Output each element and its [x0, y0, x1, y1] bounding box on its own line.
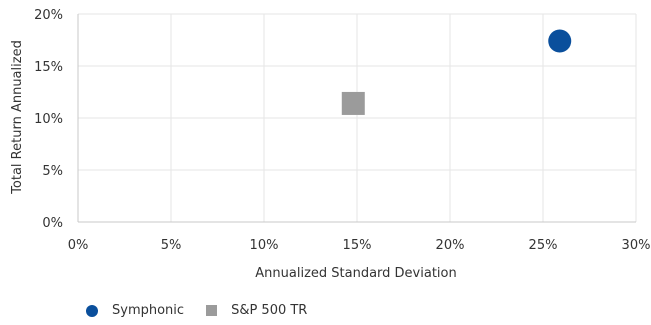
x-tick-label: 20% [436, 238, 465, 253]
x-tick-label: 15% [343, 238, 372, 253]
y-tick-label: 0% [42, 216, 63, 231]
data-point-sp500 [341, 91, 365, 115]
y-tick-label: 5% [42, 164, 63, 179]
y-tick-label: 10% [34, 112, 63, 127]
data-points [341, 29, 572, 115]
x-tick-labels: 0% 5% 10% 15% 20% 25% 30% [68, 238, 651, 253]
grid-lines [78, 13, 637, 222]
legend-circle-icon [86, 304, 98, 317]
axes [77, 14, 636, 223]
legend-label-sp500: S&P 500 TR [231, 303, 308, 318]
y-axis-title: Total Return Annualized [10, 40, 25, 195]
x-tick-label: 25% [529, 238, 558, 253]
x-tick-label: 5% [161, 238, 182, 253]
x-tick-label: 30% [622, 238, 651, 253]
x-tick-label: 0% [68, 238, 89, 253]
legend-square-icon [206, 305, 218, 316]
y-tick-labels: 0% 5% 10% 15% 20% [34, 8, 63, 231]
x-tick-label: 10% [250, 238, 279, 253]
y-tick-label: 20% [34, 8, 63, 23]
data-point-symphonic [548, 29, 572, 53]
y-tick-label: 15% [34, 60, 63, 75]
legend: Symphonic S&P 500 TR [86, 303, 329, 318]
legend-label-symphonic: Symphonic [112, 303, 185, 318]
x-axis-title: Annualized Standard Deviation [255, 266, 456, 281]
legend-item-symphonic[interactable]: Symphonic [86, 303, 184, 318]
legend-item-sp500[interactable]: S&P 500 TR [206, 303, 307, 318]
